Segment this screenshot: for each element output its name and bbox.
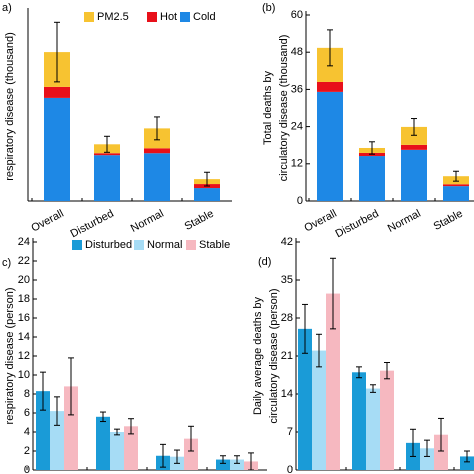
bar-segment — [94, 153, 120, 156]
panel-label: a) — [2, 2, 12, 14]
y-tick-label: 0 — [297, 195, 303, 207]
bar-segment — [443, 186, 469, 201]
bar — [124, 426, 138, 470]
bar — [64, 386, 78, 470]
panel: c)respiratory disease (person)0246810121… — [2, 236, 267, 474]
y-axis-label: Daily average deaths by — [252, 296, 264, 415]
bar-segment — [44, 86, 70, 98]
y-axis-label: circulatory disease (thousand) — [278, 35, 290, 182]
y-tick-label: 14 — [18, 331, 30, 343]
y-tick-label: 60 — [291, 9, 303, 21]
bar-segment — [144, 148, 170, 154]
bar — [366, 388, 380, 470]
panel: a) respiratory disease (thousand) Overall D… — [2, 2, 232, 240]
y-axis-label: Total deaths by — [262, 71, 274, 145]
y-tick-label: 14 — [281, 388, 293, 400]
legend-swatch — [134, 240, 144, 250]
x-tick-label: Stable — [183, 208, 216, 233]
bar — [50, 411, 64, 470]
bar-segment — [401, 144, 427, 150]
y-tick-label: 28 — [281, 312, 293, 324]
bar — [96, 416, 110, 470]
y-axis-label: circulatory disease (person) — [268, 288, 280, 423]
bar-segment — [317, 91, 343, 201]
y-tick-label: 7 — [287, 426, 293, 438]
bar — [216, 459, 230, 470]
legend-swatch — [72, 240, 82, 250]
legend-swatch — [84, 12, 94, 22]
bar — [230, 459, 244, 470]
legend-swatch — [147, 12, 157, 22]
y-tick-label: 10 — [18, 369, 30, 381]
panel-label: (d) — [258, 256, 271, 268]
y-tick-label: 4 — [24, 426, 30, 438]
bar — [380, 370, 394, 470]
bar — [184, 438, 198, 470]
legend-label: Normal — [147, 239, 182, 251]
x-tick-label: Stable — [432, 208, 465, 233]
bar — [460, 456, 474, 470]
y-tick-label: 35 — [281, 274, 293, 286]
y-tick-label: 12 — [291, 158, 303, 170]
bar — [420, 448, 434, 470]
y-axis-label: respiratory disease (thousand) — [4, 32, 16, 181]
y-tick-label: 22 — [18, 255, 30, 267]
x-tick-label: Overall — [29, 208, 65, 235]
bar-segment — [144, 153, 170, 201]
y-tick-label: 48 — [291, 46, 303, 58]
bar — [434, 434, 448, 470]
legend-label: Cold — [193, 11, 216, 23]
panel: (d) Daily average deaths by circulatory di… — [252, 236, 474, 474]
bar-segment — [44, 97, 70, 201]
y-tick-label: 2 — [24, 445, 30, 457]
legend-swatch — [186, 240, 196, 250]
y-tick-label: 8 — [24, 388, 30, 400]
y-tick-label: 6 — [24, 407, 30, 419]
bar-segment — [401, 149, 427, 201]
bar-segment — [194, 188, 220, 201]
y-tick-label: 24 — [291, 121, 303, 133]
bar — [298, 328, 312, 470]
bar-segment — [94, 155, 120, 201]
bar — [352, 372, 366, 470]
y-tick-label: 0 — [287, 464, 293, 474]
y-tick-label: 36 — [291, 83, 303, 95]
legend-swatch — [180, 12, 190, 22]
panel-label: (b) — [262, 2, 275, 14]
bar-segment — [443, 184, 469, 187]
bar-segment — [359, 156, 385, 201]
legend-label: Disturbed — [85, 239, 132, 251]
legend-label: Stable — [199, 239, 230, 251]
bar — [326, 293, 340, 470]
y-tick-label: 42 — [281, 236, 293, 248]
bar-segment — [401, 126, 427, 145]
y-tick-label: 12 — [18, 350, 30, 362]
panel-label: c) — [2, 257, 11, 269]
y-tick-label: 21 — [281, 350, 293, 362]
x-tick-label: Disturbed — [334, 208, 381, 241]
legend-label: PM2.5 — [97, 11, 129, 23]
x-tick-label: Normal — [129, 208, 166, 235]
y-tick-label: 18 — [18, 293, 30, 305]
panel: (b) Total deaths by circulatory disease (t… — [262, 2, 474, 240]
x-tick-label: Disturbed — [69, 208, 116, 241]
bar — [110, 432, 124, 470]
bar — [312, 350, 326, 470]
y-tick-label: 20 — [18, 274, 30, 286]
legend-label: Hot — [160, 11, 177, 23]
bar-segment — [317, 81, 343, 92]
x-tick-label: Normal — [386, 208, 423, 235]
y-axis-label: respiratory disease (person) — [4, 288, 16, 425]
y-tick-label: 16 — [18, 312, 30, 324]
bar — [36, 391, 50, 470]
y-tick-label: 24 — [18, 236, 30, 248]
